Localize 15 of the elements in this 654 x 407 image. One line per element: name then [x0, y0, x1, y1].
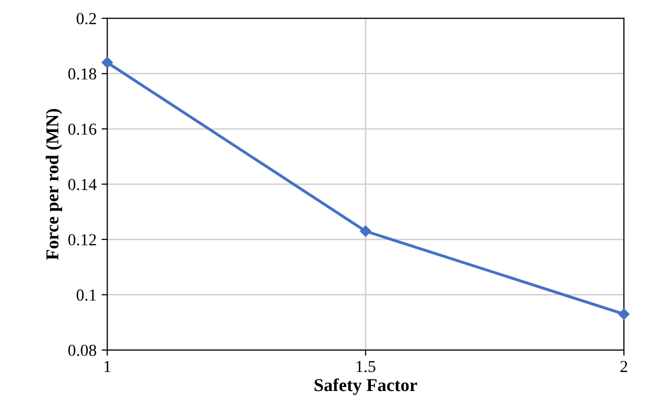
- x-tick-label: 1: [104, 361, 110, 372]
- x-axis-title: Safety Factor: [314, 378, 418, 395]
- y-axis-title: Force per rod (MN): [46, 108, 62, 260]
- y-tick-label: 0.14: [68, 178, 97, 190]
- x-tick-label: 2: [620, 360, 628, 372]
- point: [618, 308, 630, 320]
- y-tick-label: 0.1: [76, 289, 96, 301]
- y-tick-label: 0.2: [76, 13, 96, 24]
- y-tick-label: 0.12: [68, 234, 96, 246]
- y-tick-label: 0.08: [68, 344, 96, 356]
- x-tick-label: 1.5: [356, 361, 376, 372]
- point: [360, 226, 372, 237]
- point: [102, 56, 113, 68]
- y-tick-label: 0.16: [68, 124, 96, 135]
- y-tick-label: 0.18: [68, 68, 96, 80]
